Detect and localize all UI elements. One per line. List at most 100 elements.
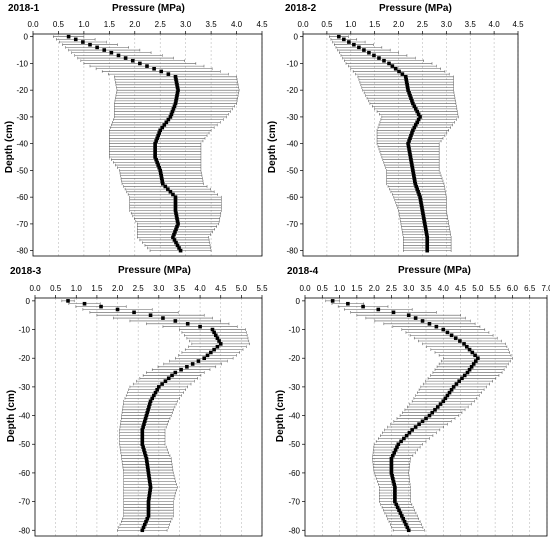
data-point bbox=[393, 488, 397, 492]
y-tick-label: -50 bbox=[18, 440, 30, 449]
x-tick-label: 1.5 bbox=[104, 20, 116, 29]
data-point bbox=[420, 419, 425, 424]
y-tick-label: -10 bbox=[18, 326, 30, 335]
data-point bbox=[140, 442, 145, 447]
data-point bbox=[140, 439, 145, 444]
x-axis-title: Pressure (MPa) bbox=[379, 3, 452, 14]
data-point bbox=[174, 77, 178, 82]
x-axis-title: Pressure (MPa) bbox=[112, 3, 185, 14]
data-point bbox=[389, 462, 394, 467]
x-tick-label: 5.0 bbox=[236, 284, 248, 293]
data-point bbox=[146, 408, 150, 412]
data-point bbox=[209, 350, 213, 355]
data-point bbox=[141, 525, 146, 530]
x-tick-label: 3.0 bbox=[153, 284, 165, 293]
data-point bbox=[420, 208, 425, 213]
data-point bbox=[412, 173, 416, 178]
data-point bbox=[404, 433, 409, 438]
y-axis-title: Depth (cm) bbox=[267, 121, 278, 173]
data-point bbox=[404, 522, 408, 527]
panel-label: 2018-1 bbox=[8, 3, 40, 14]
data-point bbox=[404, 80, 409, 84]
y-tick-label: -60 bbox=[286, 193, 298, 202]
data-point bbox=[399, 439, 403, 444]
data-point bbox=[123, 56, 128, 60]
data-point bbox=[407, 139, 411, 143]
data-point bbox=[173, 198, 178, 202]
x-tick-label: 0.0 bbox=[299, 284, 311, 293]
plot-frame bbox=[302, 33, 519, 257]
data-point bbox=[158, 168, 163, 173]
data-point bbox=[212, 347, 216, 352]
data-point bbox=[438, 402, 443, 406]
data-point bbox=[148, 485, 153, 490]
data-point bbox=[99, 304, 103, 309]
data-point bbox=[95, 45, 99, 50]
data-point bbox=[156, 163, 160, 167]
data-point bbox=[415, 187, 419, 191]
panel-top-left: 2018-1 Pressure (MPa) Depth (cm) 0.0 0.5 1… bbox=[4, 3, 268, 257]
data-point bbox=[173, 200, 178, 205]
data-point bbox=[410, 165, 415, 170]
y-tick-label: -80 bbox=[288, 526, 300, 535]
data-point bbox=[174, 227, 178, 232]
data-point bbox=[145, 410, 150, 415]
data-point bbox=[411, 168, 415, 173]
data-point bbox=[425, 238, 430, 242]
data-point bbox=[445, 330, 450, 335]
data-point bbox=[406, 528, 411, 533]
data-point bbox=[396, 442, 401, 447]
data-point bbox=[435, 405, 440, 409]
data-point bbox=[140, 433, 145, 438]
data-point bbox=[175, 83, 179, 87]
data-point bbox=[138, 61, 142, 66]
x-tick-label: 4.5 bbox=[455, 284, 467, 293]
x-tick-label: 7.0 bbox=[541, 284, 550, 293]
y-tick-label: -80 bbox=[286, 247, 298, 256]
data-point bbox=[146, 505, 151, 510]
x-tick-label: 0.5 bbox=[317, 284, 329, 293]
y-tick-label: -40 bbox=[288, 412, 300, 421]
x-tick-label: 3.5 bbox=[174, 284, 186, 293]
data-point bbox=[427, 322, 432, 326]
data-point bbox=[441, 399, 446, 404]
data-point bbox=[416, 112, 421, 117]
data-point bbox=[147, 494, 152, 498]
data-point bbox=[146, 508, 151, 512]
x-axis-title: Pressure (MPa) bbox=[118, 265, 191, 276]
data-point bbox=[464, 344, 469, 349]
data-point bbox=[423, 224, 428, 229]
data-point bbox=[82, 301, 87, 306]
data-point bbox=[198, 324, 202, 329]
data-point bbox=[185, 365, 189, 369]
y-tick-label: 0 bbox=[294, 33, 299, 42]
data-point bbox=[421, 214, 426, 218]
data-point bbox=[413, 107, 418, 111]
data-point bbox=[175, 243, 180, 248]
data-point bbox=[160, 181, 165, 186]
x-tick-label: 0.0 bbox=[297, 20, 309, 29]
data-point bbox=[142, 419, 147, 424]
data-point bbox=[389, 471, 394, 475]
data-point bbox=[153, 155, 157, 159]
data-point bbox=[162, 123, 167, 127]
data-point bbox=[145, 64, 149, 68]
data-point bbox=[142, 522, 147, 527]
data-point bbox=[443, 396, 448, 401]
x-tick-label: 0.0 bbox=[29, 284, 41, 293]
data-point bbox=[166, 187, 170, 191]
data-point bbox=[177, 246, 181, 250]
data-point bbox=[398, 511, 403, 515]
data-point bbox=[372, 53, 376, 58]
data-point bbox=[158, 171, 163, 175]
data-point bbox=[190, 362, 195, 366]
data-point bbox=[361, 304, 365, 309]
data-point bbox=[142, 422, 146, 426]
data-point bbox=[404, 77, 408, 82]
data-point bbox=[140, 528, 145, 533]
data-point bbox=[144, 413, 149, 418]
data-point bbox=[172, 238, 177, 242]
plot-frame bbox=[34, 297, 263, 537]
data-point bbox=[391, 479, 396, 484]
data-point bbox=[416, 190, 420, 194]
